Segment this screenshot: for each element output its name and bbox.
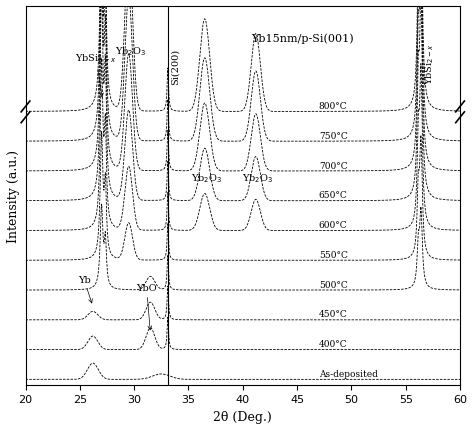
Text: Yb$_2$O$_3$: Yb$_2$O$_3$ — [242, 172, 273, 185]
Text: 800°C: 800°C — [319, 102, 347, 111]
Text: As-deposited: As-deposited — [319, 369, 378, 378]
Text: 600°C: 600°C — [319, 221, 347, 230]
Text: YbSi$_{2-x}$: YbSi$_{2-x}$ — [75, 52, 117, 98]
Text: Si(200): Si(200) — [171, 49, 180, 84]
Text: YbO: YbO — [137, 283, 157, 330]
Text: Yb: Yb — [78, 275, 92, 303]
Text: 650°C: 650°C — [319, 191, 347, 200]
Text: Yb$_2$O$_3$: Yb$_2$O$_3$ — [191, 172, 223, 185]
Text: 400°C: 400°C — [319, 339, 347, 348]
X-axis label: 2θ (Deg.): 2θ (Deg.) — [213, 410, 272, 423]
Text: 550°C: 550°C — [319, 250, 348, 259]
Text: 750°C: 750°C — [319, 132, 347, 141]
Text: 500°C: 500°C — [319, 280, 347, 289]
Y-axis label: Intensity (a.u.): Intensity (a.u.) — [7, 150, 20, 242]
Text: Yb15nm/p-Si(001): Yb15nm/p-Si(001) — [252, 34, 354, 44]
Text: Yb$_2$O$_3$: Yb$_2$O$_3$ — [115, 45, 146, 58]
Text: 700°C: 700°C — [319, 161, 347, 170]
Text: YbSi$_{2-x}$: YbSi$_{2-x}$ — [423, 43, 436, 84]
Text: 450°C: 450°C — [319, 310, 347, 319]
